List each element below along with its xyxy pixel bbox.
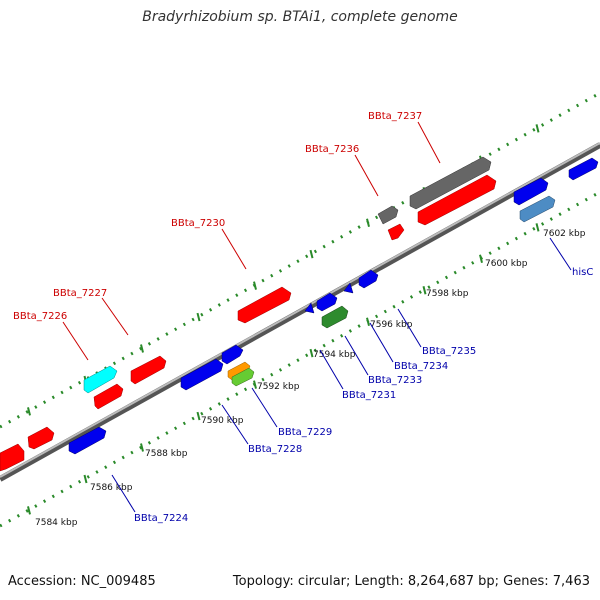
tick-label-7600: 7600 kbp <box>485 259 528 269</box>
gene-label-bbta-7228[interactable]: BBta_7228 <box>248 444 302 455</box>
tick-label-7596: 7596 kbp <box>370 320 413 330</box>
gene-block-red-bbta-7227[interactable] <box>130 355 167 385</box>
gene-block-red-bbta-7237[interactable] <box>417 174 497 226</box>
backbone-line-shadow <box>0 142 600 482</box>
tick-mark-lower <box>366 317 370 326</box>
tick-label-7602: 7602 kbp <box>543 229 586 239</box>
gene-block-red-bbta-7230[interactable] <box>237 286 292 324</box>
leader-bbta-7236 <box>354 154 379 197</box>
tick-mark-lower <box>196 411 201 421</box>
tick-label-7590: 7590 kbp <box>201 416 244 426</box>
leader-bbta-7229 <box>251 387 278 428</box>
gene-block-blue[interactable] <box>568 157 599 181</box>
gene-label-bbta-7235[interactable]: BBta_7235 <box>422 346 476 357</box>
gene-block-blue-bbta-7233[interactable] <box>316 292 338 312</box>
gene-block-red[interactable] <box>0 443 25 472</box>
gene-label-bbta-7224[interactable]: BBta_7224 <box>134 513 188 524</box>
tick-mark-lower <box>253 380 257 389</box>
genome-title: Bradyrhizobium sp. BTAi1, complete genom… <box>142 9 458 25</box>
gene-label-bbta-7230[interactable]: BBta_7230 <box>171 218 225 229</box>
leader-bbta-7228 <box>221 404 249 445</box>
gene-group-lower <box>68 157 599 455</box>
tick-label-7586: 7586 kbp <box>90 483 133 493</box>
gene-label-bbta-7231[interactable]: BBta_7231 <box>342 390 396 401</box>
tick-mark-lower <box>83 474 88 484</box>
leader-bbta-7231 <box>319 349 344 390</box>
lower-dotted-guide <box>0 190 600 528</box>
tick-mark-lower <box>479 254 483 264</box>
gene-block-blue-small[interactable] <box>304 302 315 314</box>
tick-label-7584: 7584 kbp <box>35 518 78 528</box>
tick-mark-lower <box>140 443 144 452</box>
gene-label-hisc[interactable]: hisC <box>572 267 593 278</box>
tick-mark-upper <box>27 407 31 416</box>
gene-block-blue-small[interactable] <box>343 282 354 294</box>
gene-block-blue-bbta-7235[interactable] <box>358 269 379 289</box>
tick-mark-upper <box>196 312 201 322</box>
leader-bbta-7237 <box>417 121 441 164</box>
gene-label-bbta-7234[interactable]: BBta_7234 <box>394 361 448 372</box>
gene-block-cyan-bbta-7226[interactable] <box>83 365 118 394</box>
gene-block-red[interactable] <box>27 426 55 450</box>
tick-mark-upper <box>535 124 540 133</box>
gene-label-bbta-7236[interactable]: BBta_7236 <box>305 144 359 155</box>
tick-marks <box>27 124 540 515</box>
gene-block-blue[interactable] <box>180 358 224 391</box>
leader-bbta-7227 <box>101 297 129 336</box>
leader-bbta-7230 <box>221 228 247 270</box>
gene-block-blue[interactable] <box>513 177 549 206</box>
leader-bbta-7234 <box>369 322 394 363</box>
gene-block-blue-bbta-7224[interactable] <box>68 426 107 455</box>
gene-block-blue[interactable] <box>221 344 244 365</box>
top-leader-lines <box>62 121 441 361</box>
tick-label-7588: 7588 kbp <box>145 449 188 459</box>
tick-mark-upper <box>309 249 314 259</box>
tick-mark-lower <box>309 348 314 358</box>
accession-text: Accession: NC_009485 <box>8 574 156 589</box>
gene-block-gray-bbta-7237[interactable] <box>409 156 492 210</box>
tick-mark-upper <box>140 344 144 353</box>
gene-block-red-small[interactable] <box>387 223 405 241</box>
gene-block-red-bbta-7226[interactable] <box>93 383 124 410</box>
tick-mark-lower <box>422 286 427 295</box>
gene-label-bbta-7233[interactable]: BBta_7233 <box>368 375 422 386</box>
gene-block-steelblue-hisc[interactable] <box>519 195 556 223</box>
tick-mark-upper <box>366 218 370 227</box>
gene-label-bbta-7229[interactable]: BBta_7229 <box>278 427 332 438</box>
leader-bbta-7224 <box>111 474 136 513</box>
gene-block-green-bbta-7231[interactable] <box>321 305 349 329</box>
gene-label-bbta-7226[interactable]: BBta_7226 <box>13 311 67 322</box>
genome-stats-text: Topology: circular; Length: 8,264,687 bp… <box>232 574 590 589</box>
leader-bbta-7233 <box>344 335 369 376</box>
gene-block-gray-bbta-7236[interactable] <box>377 205 399 225</box>
backbone-line <box>0 142 600 478</box>
gene-group-upper <box>0 156 497 472</box>
tick-label-7592: 7592 kbp <box>257 382 300 392</box>
leader-bbta-7226 <box>62 321 89 361</box>
leader-bbta-7235 <box>397 308 422 348</box>
bottom-leader-lines <box>111 237 572 513</box>
leader-hisc <box>549 237 572 271</box>
tick-mark-upper <box>253 281 257 290</box>
tick-label-7594: 7594 kbp <box>313 350 356 360</box>
gene-label-bbta-7237[interactable]: BBta_7237 <box>368 111 422 122</box>
tick-label-7598: 7598 kbp <box>426 289 469 299</box>
tick-mark-lower <box>27 506 31 515</box>
gene-label-bbta-7227[interactable]: BBta_7227 <box>53 288 107 299</box>
gene-block-green-bbta-7228[interactable] <box>231 367 255 387</box>
tick-mark-lower <box>535 223 540 232</box>
